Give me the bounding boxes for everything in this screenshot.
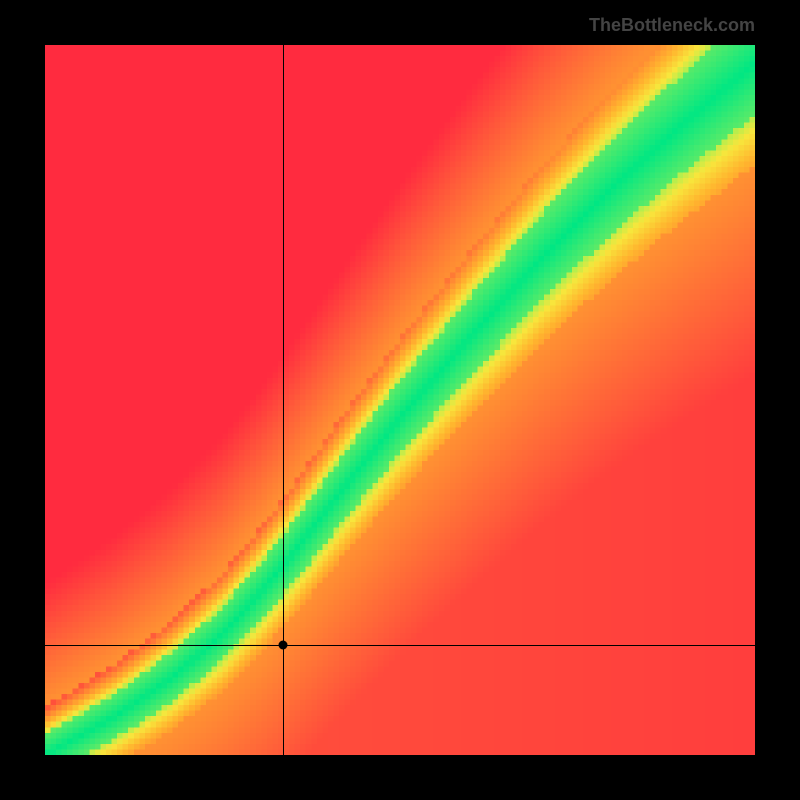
crosshair-horizontal	[45, 645, 755, 646]
watermark-text: TheBottleneck.com	[589, 15, 755, 36]
crosshair-point	[278, 640, 287, 649]
plot-area	[45, 45, 755, 755]
heatmap-canvas	[45, 45, 755, 755]
outer-frame: TheBottleneck.com	[0, 0, 800, 800]
